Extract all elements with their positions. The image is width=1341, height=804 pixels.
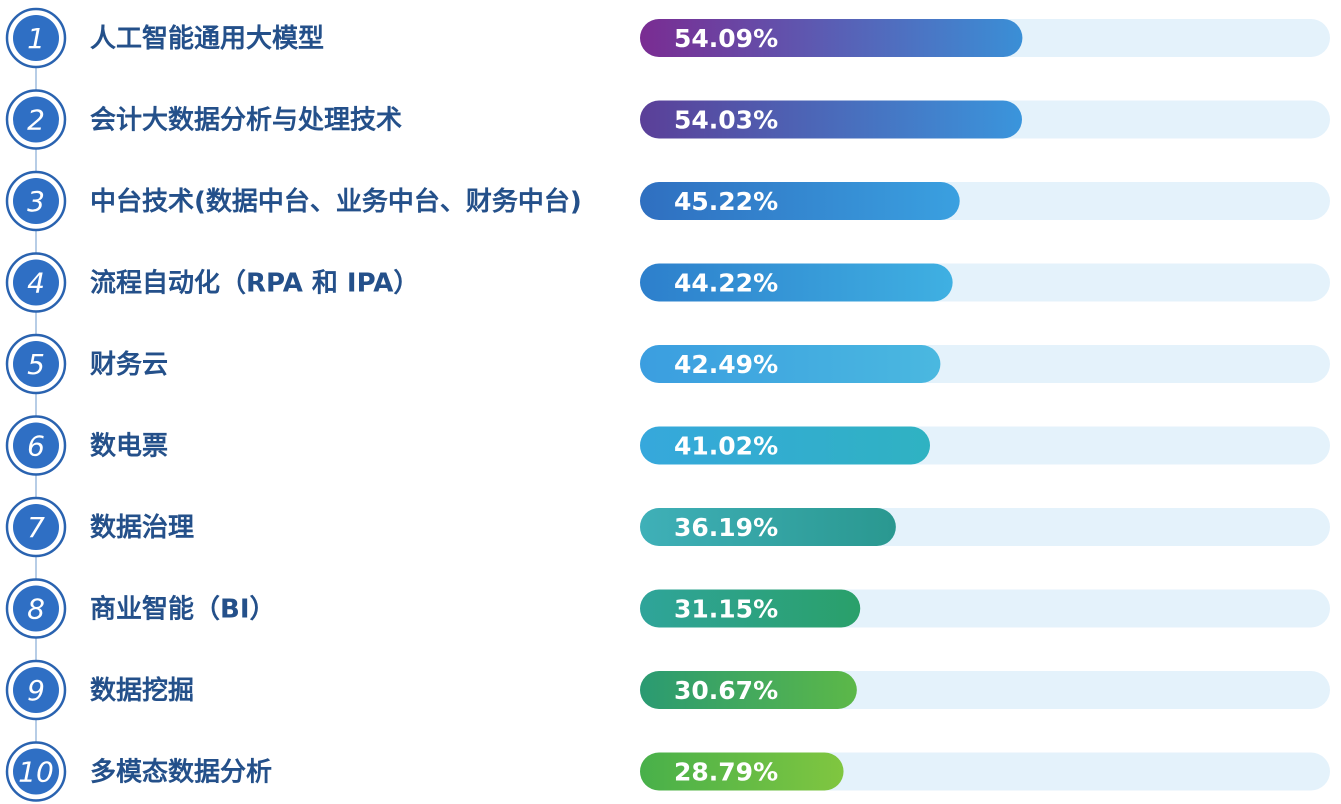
bar <box>640 182 960 220</box>
value-label: 28.79% <box>674 758 778 787</box>
chart-row: 10 多模态数据分析 28.79% <box>5 741 1330 802</box>
rank-number: 3 <box>27 185 45 218</box>
rank-number: 2 <box>27 104 45 137</box>
chart-row: 6 数电票 41.02% <box>5 415 1330 476</box>
category-label: 多模态数据分析 <box>90 757 272 788</box>
rank-number: 10 <box>18 756 54 789</box>
chart-row: 9 数据挖掘 30.67% <box>5 659 1330 721</box>
category-label: 中台技术(数据中台、业务中台、财务中台) <box>90 186 582 217</box>
value-label: 31.15% <box>674 595 778 624</box>
rank-badge <box>13 504 59 550</box>
bar <box>640 100 1022 139</box>
rank-badge <box>13 667 59 713</box>
value-label: 54.09% <box>674 24 778 53</box>
chart-row: 5 财务云 42.49% <box>5 333 1330 395</box>
category-label: 流程自动化（RPA 和 IPA） <box>90 268 419 299</box>
rank-badge <box>13 748 59 795</box>
bar <box>640 589 861 628</box>
rank-number: 7 <box>27 511 45 544</box>
rank-badge <box>13 96 59 143</box>
value-label: 36.19% <box>674 513 778 542</box>
rank-number: 9 <box>27 674 45 707</box>
category-label: 数电票 <box>90 432 168 462</box>
bar <box>640 426 931 465</box>
rank-badge <box>13 178 59 224</box>
bar <box>640 508 896 546</box>
value-label: 44.22% <box>674 269 778 298</box>
category-label: 数据治理 <box>90 513 194 543</box>
rank-badge <box>13 422 59 469</box>
chart-rows: 1 人工智能通用大模型 54.09% 2 会计大数据分析与处理技术 54.03% 3 中台技术… <box>5 7 1330 802</box>
value-label: 42.49% <box>674 350 778 379</box>
chart-row: 3 中台技术(数据中台、业务中台、财务中台) 45.22% <box>5 170 1330 232</box>
chart-row: 7 数据治理 36.19% <box>5 496 1330 558</box>
rank-badge <box>13 341 59 387</box>
rank-badge <box>13 15 59 61</box>
bar <box>640 263 953 302</box>
bar <box>640 19 1023 57</box>
value-label: 30.67% <box>674 676 778 705</box>
rank-number: 4 <box>27 267 45 300</box>
value-label: 41.02% <box>674 432 778 461</box>
category-label: 人工智能通用大模型 <box>90 23 324 54</box>
bar <box>640 345 941 383</box>
category-label: 数据挖掘 <box>90 675 194 706</box>
chart-row: 8 商业智能（BI） 31.15% <box>5 578 1330 639</box>
rank-number: 8 <box>27 593 45 626</box>
rank-badge <box>13 259 59 306</box>
rank-number: 5 <box>27 348 45 381</box>
bar <box>640 671 857 709</box>
category-label: 财务云 <box>90 350 168 380</box>
chart-row: 4 流程自动化（RPA 和 IPA） 44.22% <box>5 252 1330 313</box>
value-label: 45.22% <box>674 187 778 216</box>
chart-row: 2 会计大数据分析与处理技术 54.03% <box>5 89 1330 150</box>
bar <box>640 752 844 791</box>
category-label: 会计大数据分析与处理技术 <box>90 106 402 136</box>
chart-row: 1 人工智能通用大模型 54.09% <box>5 7 1330 69</box>
category-label: 商业智能（BI） <box>90 594 276 625</box>
value-label: 54.03% <box>674 106 778 135</box>
rank-number: 1 <box>27 22 45 55</box>
rank-badge <box>13 585 59 632</box>
rank-number: 6 <box>27 430 45 463</box>
